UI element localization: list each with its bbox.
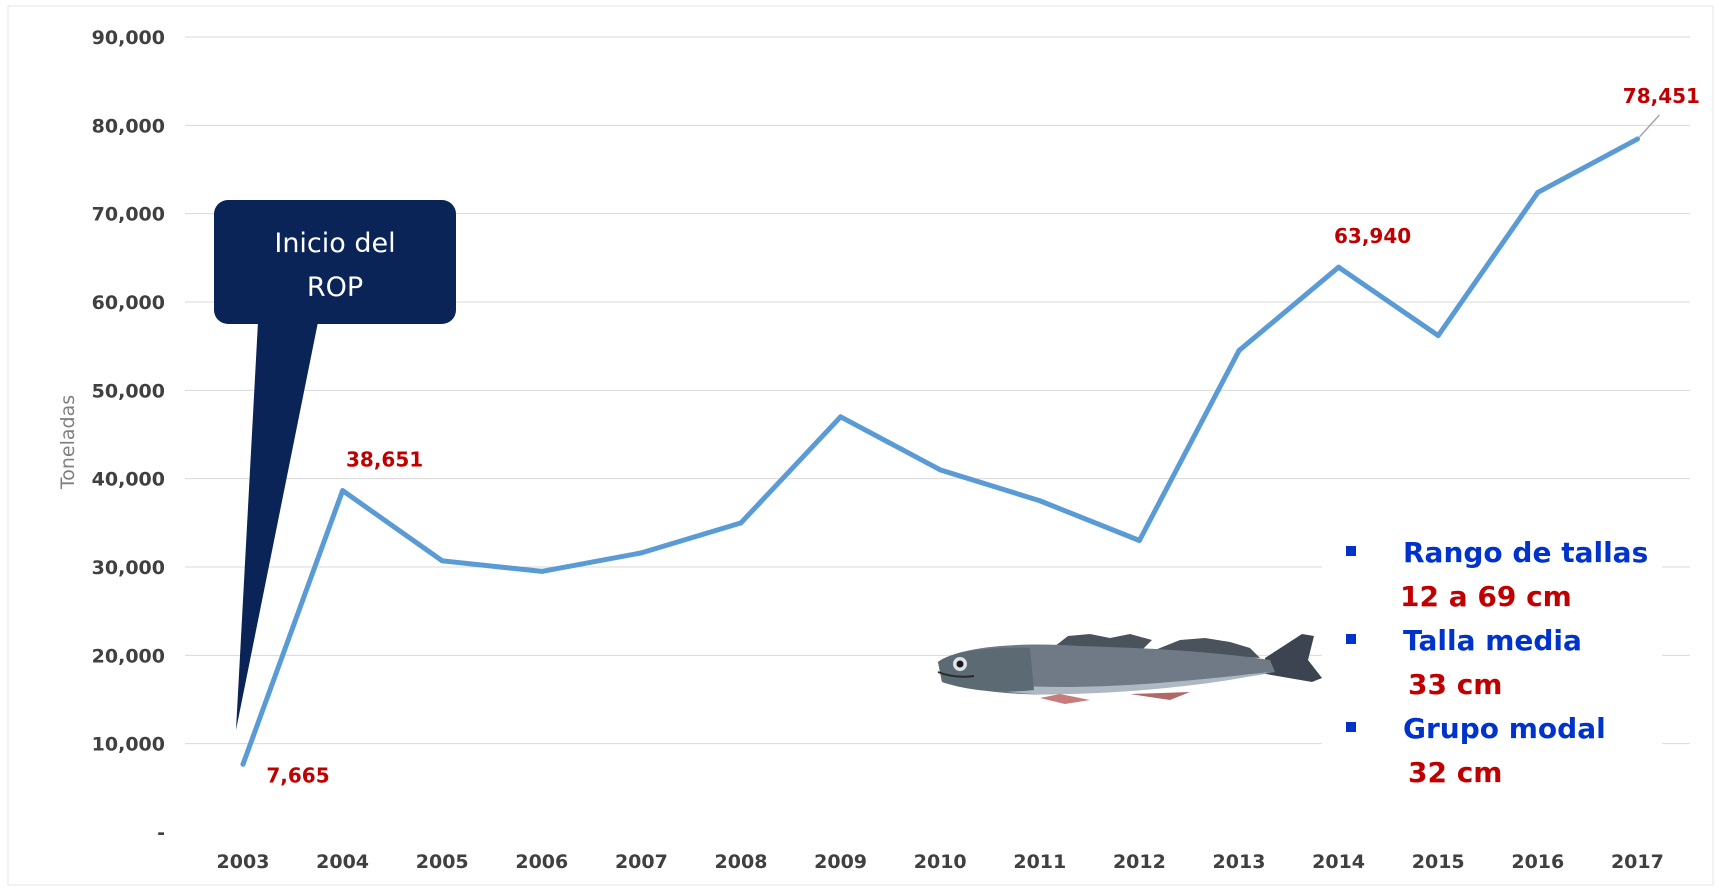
fish-ventral-fin (1130, 692, 1190, 700)
info-label: Talla media (1403, 624, 1582, 657)
series-point (638, 550, 644, 556)
x-tick-label: 2003 (217, 851, 270, 873)
series-point (240, 761, 246, 767)
y-tick-label: 90,000 (92, 27, 165, 49)
data-label: 38,651 (346, 448, 423, 472)
series-point (1236, 348, 1242, 354)
x-tick-label: 2005 (416, 851, 469, 873)
series-point (1037, 498, 1043, 504)
info-box: Rango de tallas 12 a 69 cm Talla media 33 c… (1322, 525, 1662, 795)
x-tick-label: 2012 (1113, 851, 1166, 873)
y-tick-label: 40,000 (92, 469, 165, 491)
y-tick-label: 20,000 (92, 645, 165, 667)
series-point (1336, 264, 1342, 270)
info-box-background (1322, 525, 1662, 795)
data-label: 7,665 (266, 763, 329, 787)
callout-box (214, 200, 456, 324)
fish-belly (970, 672, 1270, 695)
series-point (937, 467, 943, 473)
info-label: Rango de tallas (1403, 536, 1648, 569)
y-tick-label: 10,000 (92, 734, 165, 756)
x-tick-label: 2016 (1511, 851, 1564, 873)
y-tick-label: 60,000 (92, 292, 165, 314)
y-axis-label: Toneladas (57, 395, 79, 490)
data-label-leader-2017 (1638, 114, 1660, 138)
data-label: 78,451 (1623, 84, 1700, 108)
callout-line-2: ROP (307, 272, 363, 303)
series-point (738, 520, 744, 526)
fish-pupil (956, 660, 964, 668)
x-tick-label: 2017 (1611, 851, 1664, 873)
callout-line-1: Inicio del (274, 228, 395, 259)
bullet-icon (1346, 722, 1356, 732)
series-point (340, 488, 346, 494)
x-tick-label: 2011 (1013, 851, 1066, 873)
y-tick-label: - (157, 822, 165, 844)
x-tick-label: 2004 (316, 851, 369, 873)
info-value: 32 cm (1408, 756, 1503, 789)
y-tick-label: 50,000 (92, 380, 165, 402)
x-tick-label: 2010 (914, 851, 967, 873)
callout-inicio-rop: Inicio del ROP (214, 200, 456, 730)
bullet-icon (1346, 634, 1356, 644)
x-tick-label: 2008 (715, 851, 768, 873)
callout-tail (236, 322, 318, 730)
y-tick-label: 70,000 (92, 204, 165, 226)
x-tick-label: 2007 (615, 851, 668, 873)
series-point (539, 568, 545, 574)
x-tick-label: 2006 (515, 851, 568, 873)
fish-tail (1265, 634, 1322, 682)
info-value: 33 cm (1408, 668, 1503, 701)
x-tick-label: 2015 (1412, 851, 1465, 873)
y-tick-label: 80,000 (92, 115, 165, 137)
fish-pectoral-fin (1040, 694, 1090, 704)
hake-fish-icon (937, 634, 1322, 704)
y-tick-label: 30,000 (92, 557, 165, 579)
bullet-icon (1346, 546, 1356, 556)
x-tick-label: 2009 (814, 851, 867, 873)
series-point (1435, 333, 1441, 339)
series-points (240, 136, 1640, 767)
data-label: 63,940 (1334, 224, 1411, 248)
data-labels: 7,665 38,651 63,940 78,451 (266, 84, 1700, 787)
series-point (439, 558, 445, 564)
series-point (1634, 136, 1640, 142)
fish-mouth (937, 671, 975, 678)
info-value: 12 a 69 cm (1400, 580, 1572, 613)
chart-frame (7, 5, 1714, 886)
x-axis-ticks: 2003 2004 2005 2006 2007 2008 2009 2010 2011 2012… (217, 851, 1664, 873)
series-point (838, 414, 844, 420)
x-tick-label: 2014 (1312, 851, 1365, 873)
x-tick-label: 2013 (1213, 851, 1266, 873)
series-point (1136, 538, 1142, 543)
series-point (1535, 189, 1541, 195)
y-axis-ticks: - 10,000 20,000 30,000 40,000 50,000 60,000 70,… (92, 27, 165, 844)
info-label: Grupo modal (1403, 712, 1606, 745)
fish-dorsal-fin-2 (1155, 638, 1260, 658)
